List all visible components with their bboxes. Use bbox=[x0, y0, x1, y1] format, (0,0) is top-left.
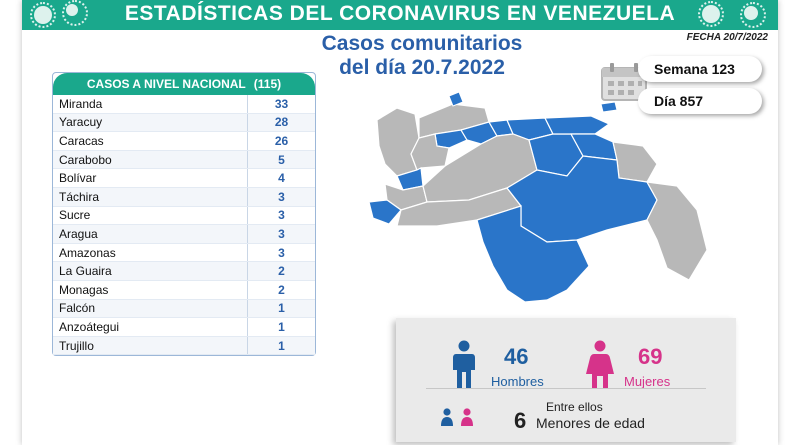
minors-count: 6 bbox=[514, 408, 527, 433]
women-label: Mujeres bbox=[624, 374, 671, 389]
map-region-sucre bbox=[544, 115, 611, 135]
state-name: Caracas bbox=[53, 132, 248, 150]
state-name: Sucre bbox=[53, 206, 248, 225]
map-region-delta bbox=[612, 141, 658, 183]
title-banner: ESTADÍSTICAS DEL CORONAVIRUS EN VENEZUEL… bbox=[22, 0, 778, 30]
state-name: Táchira bbox=[53, 187, 248, 206]
national-cases-table: CASOS A NIVEL NACIONAL (115) Miranda 33 Ya… bbox=[52, 72, 316, 357]
man-icon bbox=[453, 340, 475, 388]
table-body: Miranda 33 Yaracuy 28 Caracas 26 Carabobo 5 Bolí… bbox=[53, 95, 315, 356]
table-row: Miranda 33 bbox=[53, 95, 315, 114]
table-row: Aragua 3 bbox=[53, 225, 315, 244]
day-badge: Día 857 bbox=[638, 88, 762, 114]
minors-label: Menores de edad bbox=[536, 415, 645, 431]
table-row: Anzoátegui 1 bbox=[53, 318, 315, 337]
virus-icon bbox=[62, 0, 88, 26]
venezuela-map bbox=[368, 91, 708, 303]
table-row: Táchira 3 bbox=[53, 187, 315, 207]
table-row: Monagas 2 bbox=[53, 280, 315, 300]
state-name: Trujillo bbox=[53, 336, 248, 355]
table-row: La Guaira 2 bbox=[53, 262, 315, 281]
table-row: Bolívar 4 bbox=[53, 169, 315, 188]
table-header-total: (115) bbox=[253, 77, 282, 91]
men-label: Hombres bbox=[491, 374, 544, 389]
state-name: Anzoátegui bbox=[53, 318, 248, 336]
state-name: La Guaira bbox=[53, 262, 248, 280]
state-name: Carabobo bbox=[53, 150, 248, 169]
date-label: FECHA 20/7/2022 bbox=[686, 32, 768, 43]
case-count: 33 bbox=[274, 96, 289, 111]
demographics-panel: 46 Hombres 69 Mujeres Entre ellos 6 Meno… bbox=[396, 318, 736, 442]
table-row: Falcón 1 bbox=[53, 299, 315, 319]
case-count: 28 bbox=[274, 115, 289, 130]
case-count: 2 bbox=[278, 282, 285, 297]
virus-icon bbox=[740, 2, 766, 28]
subtitle-line1: Casos comunitarios bbox=[321, 32, 523, 55]
state-name: Aragua bbox=[53, 225, 248, 243]
case-count: 4 bbox=[278, 171, 285, 186]
banner-title: ESTADÍSTICAS DEL CORONAVIRUS EN VENEZUEL… bbox=[124, 2, 676, 25]
men-count: 46 bbox=[504, 344, 529, 369]
case-count: 2 bbox=[278, 264, 285, 279]
state-name: Amazonas bbox=[53, 243, 248, 262]
map-region-falcon-peninsula bbox=[448, 91, 464, 107]
table-row: Carabobo 5 bbox=[53, 150, 315, 170]
table-row: Sucre 3 bbox=[53, 206, 315, 226]
table-row: Trujillo 1 bbox=[53, 336, 315, 356]
week-badge: Semana 123 bbox=[638, 56, 762, 82]
map-region-tachira bbox=[368, 199, 402, 225]
state-name: Monagas bbox=[53, 280, 248, 299]
case-count: 1 bbox=[278, 338, 285, 353]
man-icon bbox=[441, 408, 453, 426]
virus-icon bbox=[30, 2, 56, 28]
case-count: 26 bbox=[274, 133, 289, 148]
case-count: 3 bbox=[278, 189, 285, 204]
map-region-trujillo bbox=[396, 167, 424, 191]
map-region-zulia bbox=[376, 107, 420, 177]
map-region-amazonas bbox=[476, 205, 590, 303]
calendar-icon bbox=[601, 63, 647, 101]
state-name: Yaracuy bbox=[53, 113, 248, 132]
case-count: 3 bbox=[278, 245, 285, 260]
minors-intro: Entre ellos bbox=[546, 400, 603, 414]
table-row: Caracas 26 bbox=[53, 132, 315, 151]
woman-icon bbox=[461, 408, 473, 426]
case-count: 1 bbox=[278, 319, 285, 334]
subtitle-line2: del día 20.7.2022 bbox=[339, 56, 505, 79]
case-count: 1 bbox=[278, 301, 285, 316]
state-name: Miranda bbox=[53, 95, 248, 113]
table-header: CASOS A NIVEL NACIONAL (115) bbox=[53, 73, 315, 95]
table-row: Amazonas 3 bbox=[53, 243, 315, 263]
map-region-margarita bbox=[600, 101, 618, 113]
divider bbox=[426, 388, 706, 389]
women-count: 69 bbox=[638, 344, 663, 369]
case-count: 5 bbox=[278, 152, 285, 167]
woman-icon bbox=[586, 340, 614, 388]
case-count: 3 bbox=[278, 226, 285, 241]
infographic: ESTADÍSTICAS DEL CORONAVIRUS EN VENEZUEL… bbox=[22, 0, 778, 445]
table-header-label: CASOS A NIVEL NACIONAL bbox=[86, 77, 246, 91]
state-name: Falcón bbox=[53, 299, 248, 318]
map-region-guayana-east bbox=[645, 181, 708, 281]
virus-icon bbox=[698, 1, 724, 27]
case-count: 3 bbox=[278, 208, 285, 223]
table-row: Yaracuy 28 bbox=[53, 113, 315, 133]
state-name: Bolívar bbox=[53, 169, 248, 187]
